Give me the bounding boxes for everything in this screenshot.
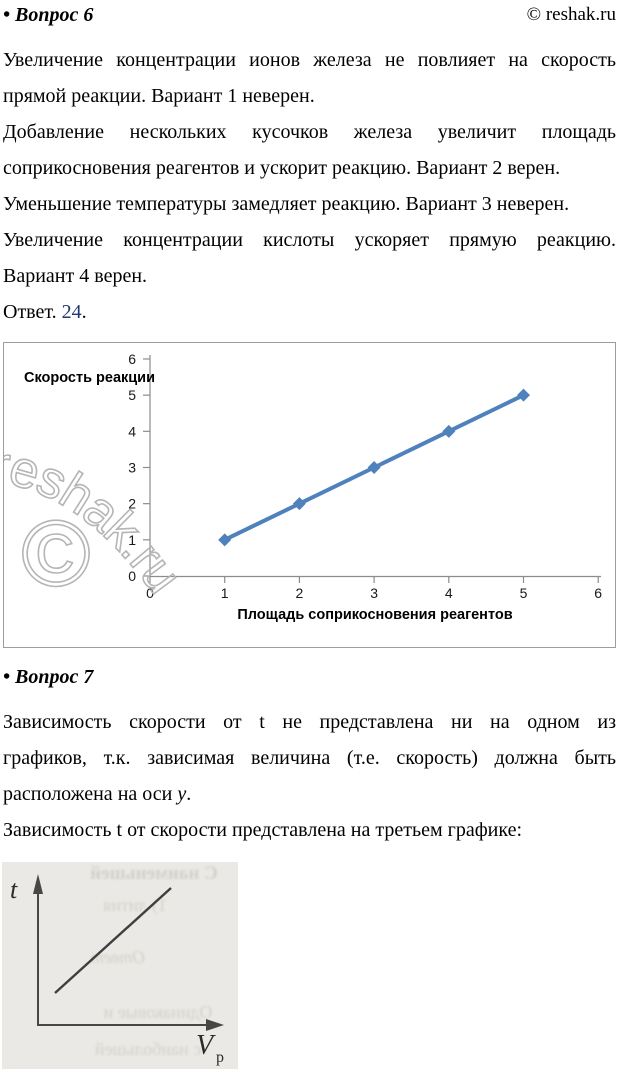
italic-variable: y xyxy=(177,783,187,805)
bleedthrough-line: с наибольшей xyxy=(94,1039,201,1059)
text-line: соприкосновения реагентов и ускорит реак… xyxy=(3,157,561,179)
data-point-marker xyxy=(442,424,456,438)
answer-value: 24 xyxy=(61,301,82,323)
bleedthrough-line: Одинаковые и xyxy=(103,1002,212,1022)
x-tick-label: 2 xyxy=(296,585,304,601)
question6-body: Увеличение концентрации ионов железа не … xyxy=(3,42,616,330)
paragraph: Увеличение концентрации ионов железа не … xyxy=(3,42,616,114)
scan-y-axis-label: t xyxy=(10,875,18,904)
bleedthrough-line: 1) лития xyxy=(103,895,167,916)
data-point-marker xyxy=(292,497,306,511)
x-tick-label: 4 xyxy=(445,585,453,601)
scanned-graph: С наименьшей 1) лития Ответ Одинаковые и с н… xyxy=(2,862,238,1069)
paragraph: Зависимость скорости от t не представлен… xyxy=(3,704,616,812)
x-tick-label: 5 xyxy=(520,585,528,601)
answer-suffix: . xyxy=(81,301,87,323)
paragraph: Уменьшение температуры замедляет реакцию… xyxy=(3,186,616,222)
text-line: прямой реакции. Вариант 1 неверен. xyxy=(3,85,315,107)
x-tick-label: 1 xyxy=(221,585,229,601)
reaction-chart-svg: 0 1 2 3 4 5 6 0 1 2 3 4 5 6 Скорость реакции Площадь со… xyxy=(4,351,602,623)
answer-line: Ответ. 24. xyxy=(3,294,616,330)
y-tick-label: 5 xyxy=(128,387,136,403)
page-header: • Вопрос 6 © reshak.ru xyxy=(3,2,616,28)
text-line: расположена на оси y. xyxy=(3,776,616,812)
bleedthrough-line: С наименьшей xyxy=(90,863,218,884)
bleedthrough-text: С наименьшей 1) лития Ответ Одинаковые и с н… xyxy=(90,863,218,1059)
text-line: Вариант 4 верен. xyxy=(3,265,148,287)
question7-justified-lines: Зависимость скорости от t не представлен… xyxy=(3,704,616,776)
y-tick-label: 2 xyxy=(128,496,136,512)
x-tick-label: 3 xyxy=(370,585,378,601)
y-axis-title: Скорость реакции xyxy=(24,370,155,386)
text-span: расположена на оси xyxy=(3,783,178,805)
scanned-graph-svg: С наименьшей 1) лития Ответ Одинаковые и с н… xyxy=(10,863,224,1066)
text-span: . xyxy=(186,783,192,805)
text-line: Добавление нескольких кусочков железа ув… xyxy=(3,121,616,143)
data-point-marker xyxy=(218,533,232,547)
data-point-marker xyxy=(367,460,381,474)
data-point-marker xyxy=(517,388,530,402)
answer-prefix: Ответ. xyxy=(3,301,62,323)
question6-heading: • Вопрос 6 xyxy=(3,4,94,26)
text-line: Уменьшение температуры замедляет реакцию… xyxy=(3,193,570,215)
scan-data-line xyxy=(54,887,172,994)
scan-x-arrowhead-icon xyxy=(206,1019,224,1031)
text-line: Увеличение концентрации ионов железа не … xyxy=(3,49,616,71)
scan-x-axis-label-subscript: р xyxy=(216,1049,224,1066)
scan-y-arrowhead-icon xyxy=(33,874,43,894)
x-tick-label: 6 xyxy=(594,585,602,601)
paragraph: Добавление нескольких кусочков железа ув… xyxy=(3,114,616,186)
bleedthrough-line: Ответ xyxy=(91,947,146,967)
text-line: Зависимость t от скорости представлена н… xyxy=(3,819,523,841)
x-tick-label: 0 xyxy=(146,585,154,601)
y-tick-label: 0 xyxy=(128,568,136,584)
y-tick-label: 6 xyxy=(128,351,136,367)
text-line: Зависимость скорости от t не представлен… xyxy=(3,711,616,733)
reaction-rate-chart: 0 1 2 3 4 5 6 0 1 2 3 4 5 6 Скорость реакции Площадь со… xyxy=(3,342,616,648)
copyright-text: © reshak.ru xyxy=(526,4,616,25)
y-tick-label: 4 xyxy=(128,423,136,439)
question7-body: Зависимость скорости от t не представлен… xyxy=(3,704,616,848)
scan-x-axis-label: V xyxy=(196,1030,216,1061)
question7-heading: • Вопрос 7 xyxy=(3,666,94,688)
text-line: Увеличение концентрации кислоты ускоряет… xyxy=(3,229,616,251)
text-line: графиков, т.к. зависимая величина (т.е. … xyxy=(3,747,616,769)
question6-paragraphs: Увеличение концентрации ионов железа не … xyxy=(3,42,616,294)
x-axis-title: Площадь соприкосновения реагентов xyxy=(237,607,512,623)
y-tick-label: 1 xyxy=(128,532,136,548)
watermark-copyright-icon: © xyxy=(21,501,90,606)
paragraph: Увеличение концентрации кислоты ускоряет… xyxy=(3,222,616,294)
y-tick-label: 3 xyxy=(128,459,136,475)
